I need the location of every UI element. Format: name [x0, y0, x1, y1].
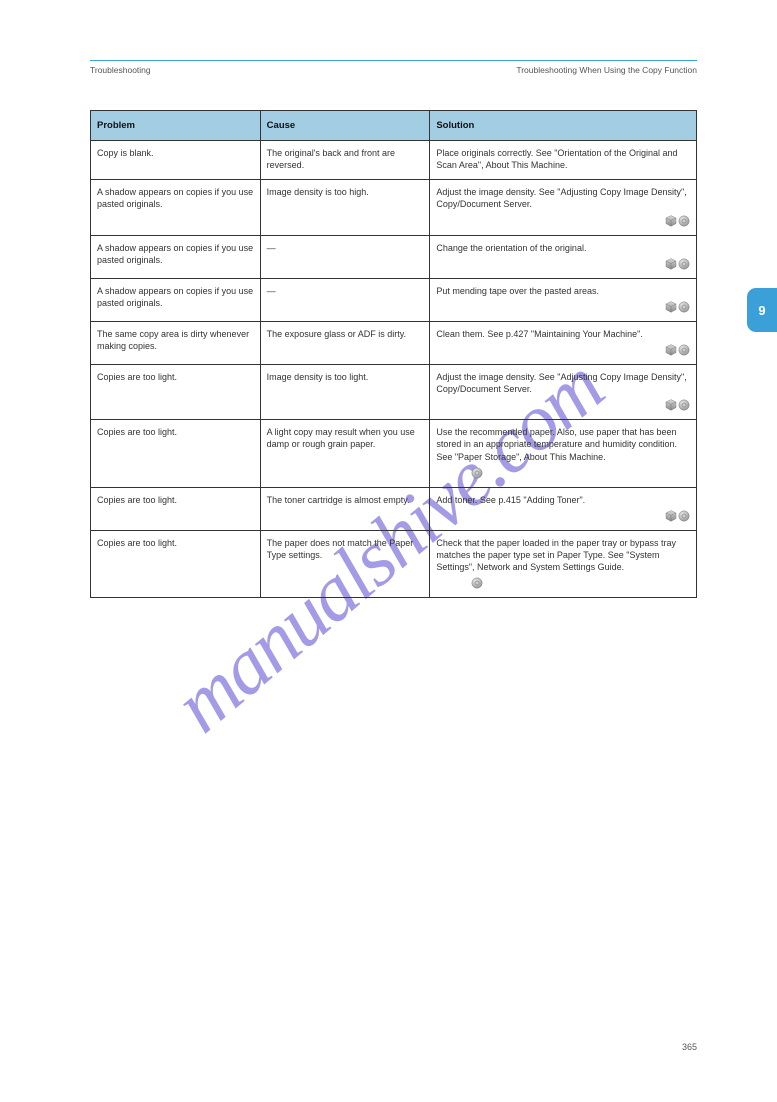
solution-text: Place originals correctly. See "Orientat…	[436, 147, 690, 171]
table-header-row: Problem Cause Solution	[91, 111, 697, 141]
page-number: 365	[682, 1042, 697, 1052]
cell-cause: Image density is too light.	[260, 364, 430, 419]
header-line: Troubleshooting Troubleshooting When Usi…	[90, 65, 697, 75]
cell-solution: Add toner. See p.415 "Adding Toner".	[430, 487, 697, 530]
cell-solution: Adjust the image density. See "Adjusting…	[430, 180, 697, 235]
cell-cause: —	[260, 278, 430, 321]
cell-solution: Use the recommended paper. Also, use pap…	[430, 420, 697, 487]
cell-problem: A shadow appears on copies if you use pa…	[91, 235, 261, 278]
icon-row	[471, 467, 690, 479]
cell-solution: Place originals correctly. See "Orientat…	[430, 141, 697, 180]
disc-icon	[471, 467, 483, 479]
icon-row	[436, 399, 690, 411]
disc-icon	[678, 258, 690, 270]
cube-icon	[665, 344, 677, 356]
solution-text: Put mending tape over the pasted areas.	[436, 285, 690, 297]
header-right: Troubleshooting When Using the Copy Func…	[516, 65, 697, 75]
table-row: Copy is blank.The original's back and fr…	[91, 141, 697, 180]
cell-problem: Copies are too light.	[91, 530, 261, 597]
solution-text: Check that the paper loaded in the paper…	[436, 537, 690, 573]
troubleshooting-table: Problem Cause Solution Copy is blank.The…	[90, 110, 697, 598]
header-rule	[90, 60, 697, 61]
cell-solution: Adjust the image density. See "Adjusting…	[430, 364, 697, 419]
cube-icon	[665, 399, 677, 411]
cell-solution: Check that the paper loaded in the paper…	[430, 530, 697, 597]
table-row: Copies are too light.The toner cartridge…	[91, 487, 697, 530]
cell-cause: The paper does not match the Paper Type …	[260, 530, 430, 597]
cell-cause: The original's back and front are revers…	[260, 141, 430, 180]
icon-row	[436, 344, 690, 356]
cube-icon	[665, 258, 677, 270]
icon-row	[436, 215, 690, 227]
cell-cause: —	[260, 235, 430, 278]
cell-cause: The toner cartridge is almost empty.	[260, 487, 430, 530]
col-solution: Solution	[430, 111, 697, 141]
table-row: A shadow appears on copies if you use pa…	[91, 180, 697, 235]
disc-icon	[678, 301, 690, 313]
cube-icon	[665, 510, 677, 522]
icon-row	[436, 258, 690, 270]
col-problem: Problem	[91, 111, 261, 141]
disc-icon	[678, 344, 690, 356]
cell-problem: A shadow appears on copies if you use pa…	[91, 278, 261, 321]
page: Troubleshooting Troubleshooting When Usi…	[0, 0, 777, 1102]
table-row: Copies are too light.A light copy may re…	[91, 420, 697, 487]
solution-text: Change the orientation of the original.	[436, 242, 690, 254]
disc-icon	[678, 510, 690, 522]
cell-problem: Copies are too light.	[91, 364, 261, 419]
table-row: Copies are too light.Image density is to…	[91, 364, 697, 419]
table-row: A shadow appears on copies if you use pa…	[91, 235, 697, 278]
table-row: The same copy area is dirty whenever mak…	[91, 321, 697, 364]
header-left: Troubleshooting	[90, 65, 151, 75]
col-cause: Cause	[260, 111, 430, 141]
cell-cause: The exposure glass or ADF is dirty.	[260, 321, 430, 364]
solution-text: Add toner. See p.415 "Adding Toner".	[436, 494, 690, 506]
cell-problem: A shadow appears on copies if you use pa…	[91, 180, 261, 235]
disc-icon	[678, 215, 690, 227]
table-row: Copies are too light.The paper does not …	[91, 530, 697, 597]
cell-problem: Copy is blank.	[91, 141, 261, 180]
icon-row	[436, 301, 690, 313]
icon-row	[471, 577, 690, 589]
disc-icon	[678, 399, 690, 411]
cell-problem: Copies are too light.	[91, 487, 261, 530]
cell-cause: A light copy may result when you use dam…	[260, 420, 430, 487]
solution-text: Adjust the image density. See "Adjusting…	[436, 371, 690, 395]
icon-row	[436, 510, 690, 522]
cell-problem: Copies are too light.	[91, 420, 261, 487]
solution-text: Adjust the image density. See "Adjusting…	[436, 186, 690, 210]
solution-text: Use the recommended paper. Also, use pap…	[436, 426, 690, 462]
cell-cause: Image density is too high.	[260, 180, 430, 235]
disc-icon	[471, 577, 483, 589]
cell-solution: Put mending tape over the pasted areas.	[430, 278, 697, 321]
cell-solution: Change the orientation of the original.	[430, 235, 697, 278]
solution-text: Clean them. See p.427 "Maintaining Your …	[436, 328, 690, 340]
cube-icon	[665, 215, 677, 227]
cube-icon	[665, 301, 677, 313]
cell-problem: The same copy area is dirty whenever mak…	[91, 321, 261, 364]
table-row: A shadow appears on copies if you use pa…	[91, 278, 697, 321]
cell-solution: Clean them. See p.427 "Maintaining Your …	[430, 321, 697, 364]
